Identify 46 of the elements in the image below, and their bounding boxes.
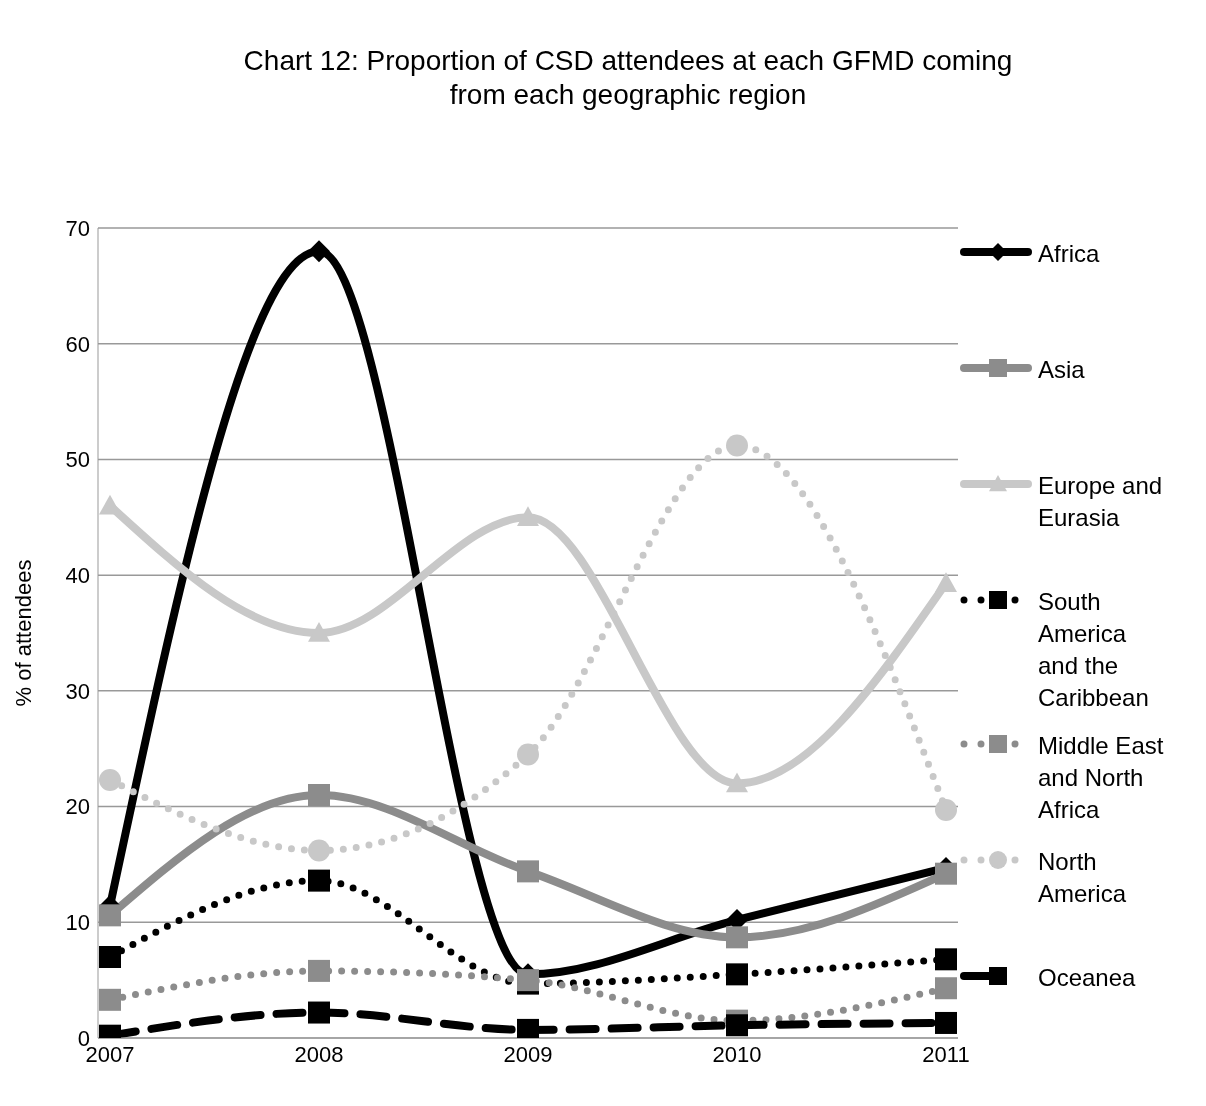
y-tick-label: 50 [65, 447, 90, 473]
x-tick-label: 2010 [712, 1041, 762, 1067]
point [308, 959, 330, 982]
y-tick-label: 40 [65, 562, 90, 588]
point [517, 506, 539, 527]
point [726, 926, 748, 949]
legend-label: Africa [1038, 239, 1100, 269]
point [726, 963, 748, 986]
legend-label: Asia [1038, 355, 1085, 385]
y-tick-label: 60 [65, 331, 90, 357]
y-tick-label: 30 [65, 678, 90, 704]
legend-label: North America [1038, 847, 1128, 909]
chart-title: Chart 12: Proportion of CSD attendees at each GFMD coming from each geographic region [242, 44, 1014, 112]
legend-label: Oceanea [1038, 963, 1136, 993]
point [935, 1011, 957, 1034]
point [935, 799, 957, 822]
point [308, 1001, 330, 1024]
x-tick-label: 2011 [922, 1041, 970, 1067]
point [99, 988, 121, 1011]
x-tick-label: 2008 [294, 1041, 344, 1067]
point [308, 622, 330, 642]
point [517, 1018, 539, 1038]
point [726, 434, 748, 457]
y-tick-label: 20 [65, 794, 90, 820]
point [935, 948, 957, 971]
point [935, 572, 957, 593]
point [726, 1014, 748, 1037]
point [517, 743, 539, 766]
y-tick-label: 10 [65, 910, 90, 936]
legend-label: Europe and Eurasia [1038, 471, 1164, 533]
point [308, 839, 330, 862]
point [517, 860, 539, 883]
point [308, 784, 330, 806]
point [308, 869, 330, 892]
point [99, 946, 121, 968]
y-axis-title: % of attendees [10, 559, 36, 707]
point [935, 977, 957, 1000]
y-tick-label: 70 [65, 215, 90, 241]
point [935, 862, 957, 885]
point [308, 240, 330, 263]
point [99, 904, 121, 927]
legend-label: South America and the Caribbean [1038, 587, 1150, 713]
legend-label: Middle East and North Africa [1038, 731, 1165, 825]
point [99, 768, 121, 791]
x-tick-label: 2009 [503, 1041, 553, 1067]
point [726, 772, 748, 793]
